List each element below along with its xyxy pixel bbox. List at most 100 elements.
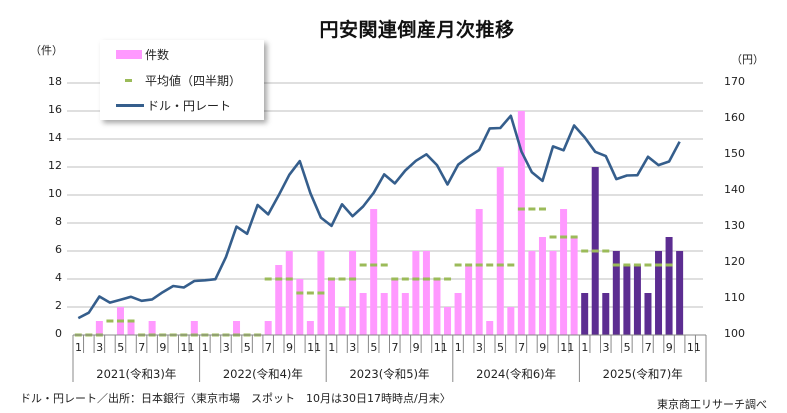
month-tick-label: 3 [96, 341, 104, 354]
month-tick-label: 1 [75, 341, 82, 354]
left-tick-label: 0 [55, 327, 62, 340]
month-tick-label: 7 [518, 341, 526, 354]
month-tick-label: 1 [201, 341, 209, 354]
month-tick-label: 7 [644, 341, 652, 354]
right-tick-label: 120 [724, 255, 745, 268]
line-swatch-icon [116, 104, 144, 107]
bar [422, 251, 430, 335]
bar [644, 293, 652, 335]
year-label: 2023(令和5)年 [349, 367, 430, 381]
legend-label: 平均値（四半期） [145, 74, 242, 88]
bar [454, 293, 462, 335]
bar [517, 111, 525, 335]
bar [549, 251, 557, 335]
exchange-rate-line [77, 114, 681, 320]
bar [665, 237, 673, 335]
bar [275, 265, 283, 335]
bar [570, 237, 578, 335]
bar [581, 293, 589, 335]
chart-title: 円安関連倒産月次推移 [319, 19, 515, 41]
month-tick-label: 9 [665, 341, 673, 354]
right-tick-label: 140 [724, 183, 745, 196]
bar [612, 251, 620, 335]
month-tick-label: 5 [243, 341, 251, 354]
bar [285, 251, 293, 335]
bar [370, 209, 378, 335]
month-tick-label: 5 [117, 341, 125, 354]
month-tick-label: 9 [412, 341, 420, 354]
right-tick-label: 170 [724, 75, 745, 88]
bar [338, 307, 346, 335]
bar [676, 251, 684, 335]
dash-swatch-icon [125, 79, 132, 82]
bar [507, 307, 515, 335]
bar [233, 321, 241, 335]
month-tick-label: 5 [623, 341, 631, 354]
left-tick-label: 8 [55, 215, 62, 228]
left-tick-label: 16 [48, 103, 62, 116]
bar [148, 321, 156, 335]
bar [359, 293, 367, 335]
left-tick-label: 10 [48, 187, 62, 200]
month-tick-label: 1 [328, 341, 336, 354]
bar [349, 251, 357, 335]
legend-label: 件数 [145, 48, 170, 62]
bar [433, 279, 441, 335]
bar [412, 251, 420, 335]
month-tick-label: 11 [560, 341, 575, 354]
month-tick-label: 9 [539, 341, 547, 354]
bar [538, 237, 546, 335]
bar [264, 321, 272, 335]
left-tick-label: 4 [55, 271, 62, 284]
bar [380, 293, 388, 335]
month-tick-label: 3 [349, 341, 357, 354]
right-axis-unit: （円） [731, 53, 764, 66]
year-label: 2024(令和6)年 [476, 367, 557, 381]
bar [391, 279, 399, 335]
bar [327, 279, 335, 335]
bar [528, 251, 536, 335]
legend-item-count: 件数 [116, 46, 169, 63]
bar [602, 293, 610, 335]
bar [633, 265, 641, 335]
credit: 東京商工リサーチ調べ [657, 398, 767, 411]
bar [475, 209, 483, 335]
bar [190, 321, 198, 335]
month-tick-label: 1 [454, 341, 462, 354]
left-tick-label: 6 [55, 243, 62, 256]
right-tick-label: 150 [724, 147, 745, 160]
year-label: 2021(令和3)年 [96, 367, 177, 381]
right-tick-label: 130 [724, 219, 745, 232]
month-tick-label: 11 [180, 341, 195, 354]
left-tick-label: 2 [55, 299, 62, 312]
bar [655, 251, 663, 335]
bar [127, 321, 135, 335]
bar [401, 293, 409, 335]
month-tick-label: 3 [222, 341, 230, 354]
year-label: 2025(令和7)年 [602, 367, 683, 381]
legend: 件数 平均値（四半期） ドル・円レート [100, 40, 264, 120]
right-tick-label: 160 [724, 111, 745, 124]
bar [465, 265, 473, 335]
month-tick-label: 1 [581, 341, 589, 354]
month-tick-label: 9 [286, 341, 293, 354]
right-tick-label: 110 [724, 291, 745, 304]
legend-label: ドル・円レート [147, 99, 232, 113]
month-tick-label: 5 [497, 341, 504, 354]
month-tick-label: 7 [264, 341, 272, 354]
source-note: ドル・円レート／出所：日本銀行〈東京市場 スポット 10月は30日17時時点/月… [20, 392, 451, 405]
month-tick-label: 11 [433, 341, 448, 354]
year-label: 2022(令和4)年 [222, 367, 303, 381]
bar-swatch-icon [116, 50, 142, 59]
month-tick-label: 7 [138, 341, 146, 354]
legend-item-average: 平均値（四半期） [116, 72, 241, 89]
bar [306, 321, 314, 335]
left-tick-label: 14 [48, 131, 62, 144]
bar [496, 167, 504, 335]
month-tick-label: 3 [602, 341, 610, 354]
left-axis-unit: （件） [30, 44, 63, 57]
month-tick-label: 11 [686, 341, 701, 354]
left-tick-label: 18 [48, 75, 62, 88]
month-tick-label: 9 [159, 341, 167, 354]
